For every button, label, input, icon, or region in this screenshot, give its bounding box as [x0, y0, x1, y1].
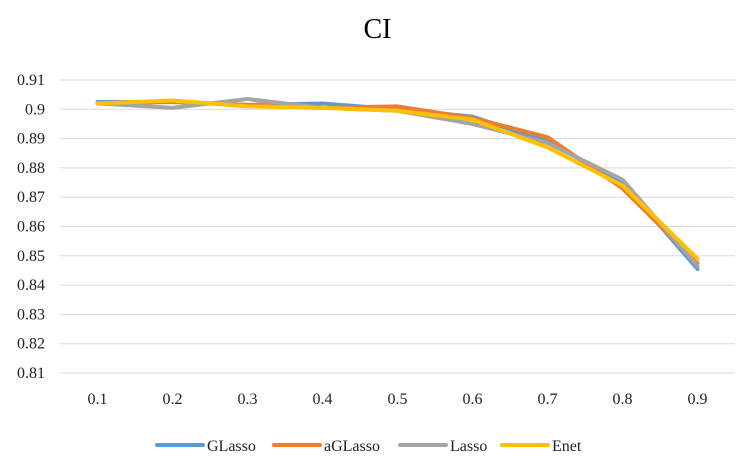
y-tick-label: 0.81 [17, 365, 45, 382]
y-tick-label: 0.87 [17, 189, 45, 206]
legend-label: Lasso [450, 438, 487, 455]
legend-label: Enet [552, 438, 582, 455]
x-tick-label: 0.3 [238, 391, 258, 408]
y-tick-label: 0.91 [17, 72, 45, 89]
series-line-aglasso [95, 99, 700, 266]
series-line-lasso [95, 97, 700, 269]
y-tick-label: 0.88 [17, 160, 45, 177]
legend-label: aGLasso [324, 438, 380, 455]
legend: GLasso aGLasso Lasso Enet [155, 438, 582, 455]
y-tick-label: 0.82 [17, 336, 45, 353]
x-tick-label: 0.5 [388, 391, 408, 408]
x-tick-label: 0.4 [313, 391, 333, 408]
y-tick-label: 0.86 [17, 219, 45, 236]
legend-label: GLasso [207, 438, 256, 455]
x-tick-label: 0.1 [88, 391, 108, 408]
y-tick-label: 0.84 [17, 277, 45, 294]
y-tick-label: 0.83 [17, 306, 45, 323]
y-tick-label: 0.89 [17, 131, 45, 148]
x-tick-label: 0.2 [163, 391, 183, 408]
x-tick-label: 0.6 [463, 391, 483, 408]
chart-title: CI [363, 14, 392, 45]
series-line-enet [95, 98, 700, 261]
y-tick-label: 0.9 [25, 101, 45, 118]
x-axis-tick-labels: 0.1 0.2 0.3 0.4 0.5 0.6 0.7 0.8 0.9 [88, 391, 708, 408]
series-line-glasso [95, 99, 700, 271]
series-lines [95, 97, 700, 271]
grid-lines [60, 79, 735, 374]
y-tick-label: 0.85 [17, 248, 45, 265]
y-axis-tick-labels: 0.81 0.82 0.83 0.84 0.85 0.86 0.87 0.88 0.89 0.9 0… [17, 72, 45, 382]
x-tick-label: 0.8 [613, 391, 633, 408]
x-tick-label: 0.9 [688, 391, 708, 408]
x-tick-label: 0.7 [538, 391, 558, 408]
